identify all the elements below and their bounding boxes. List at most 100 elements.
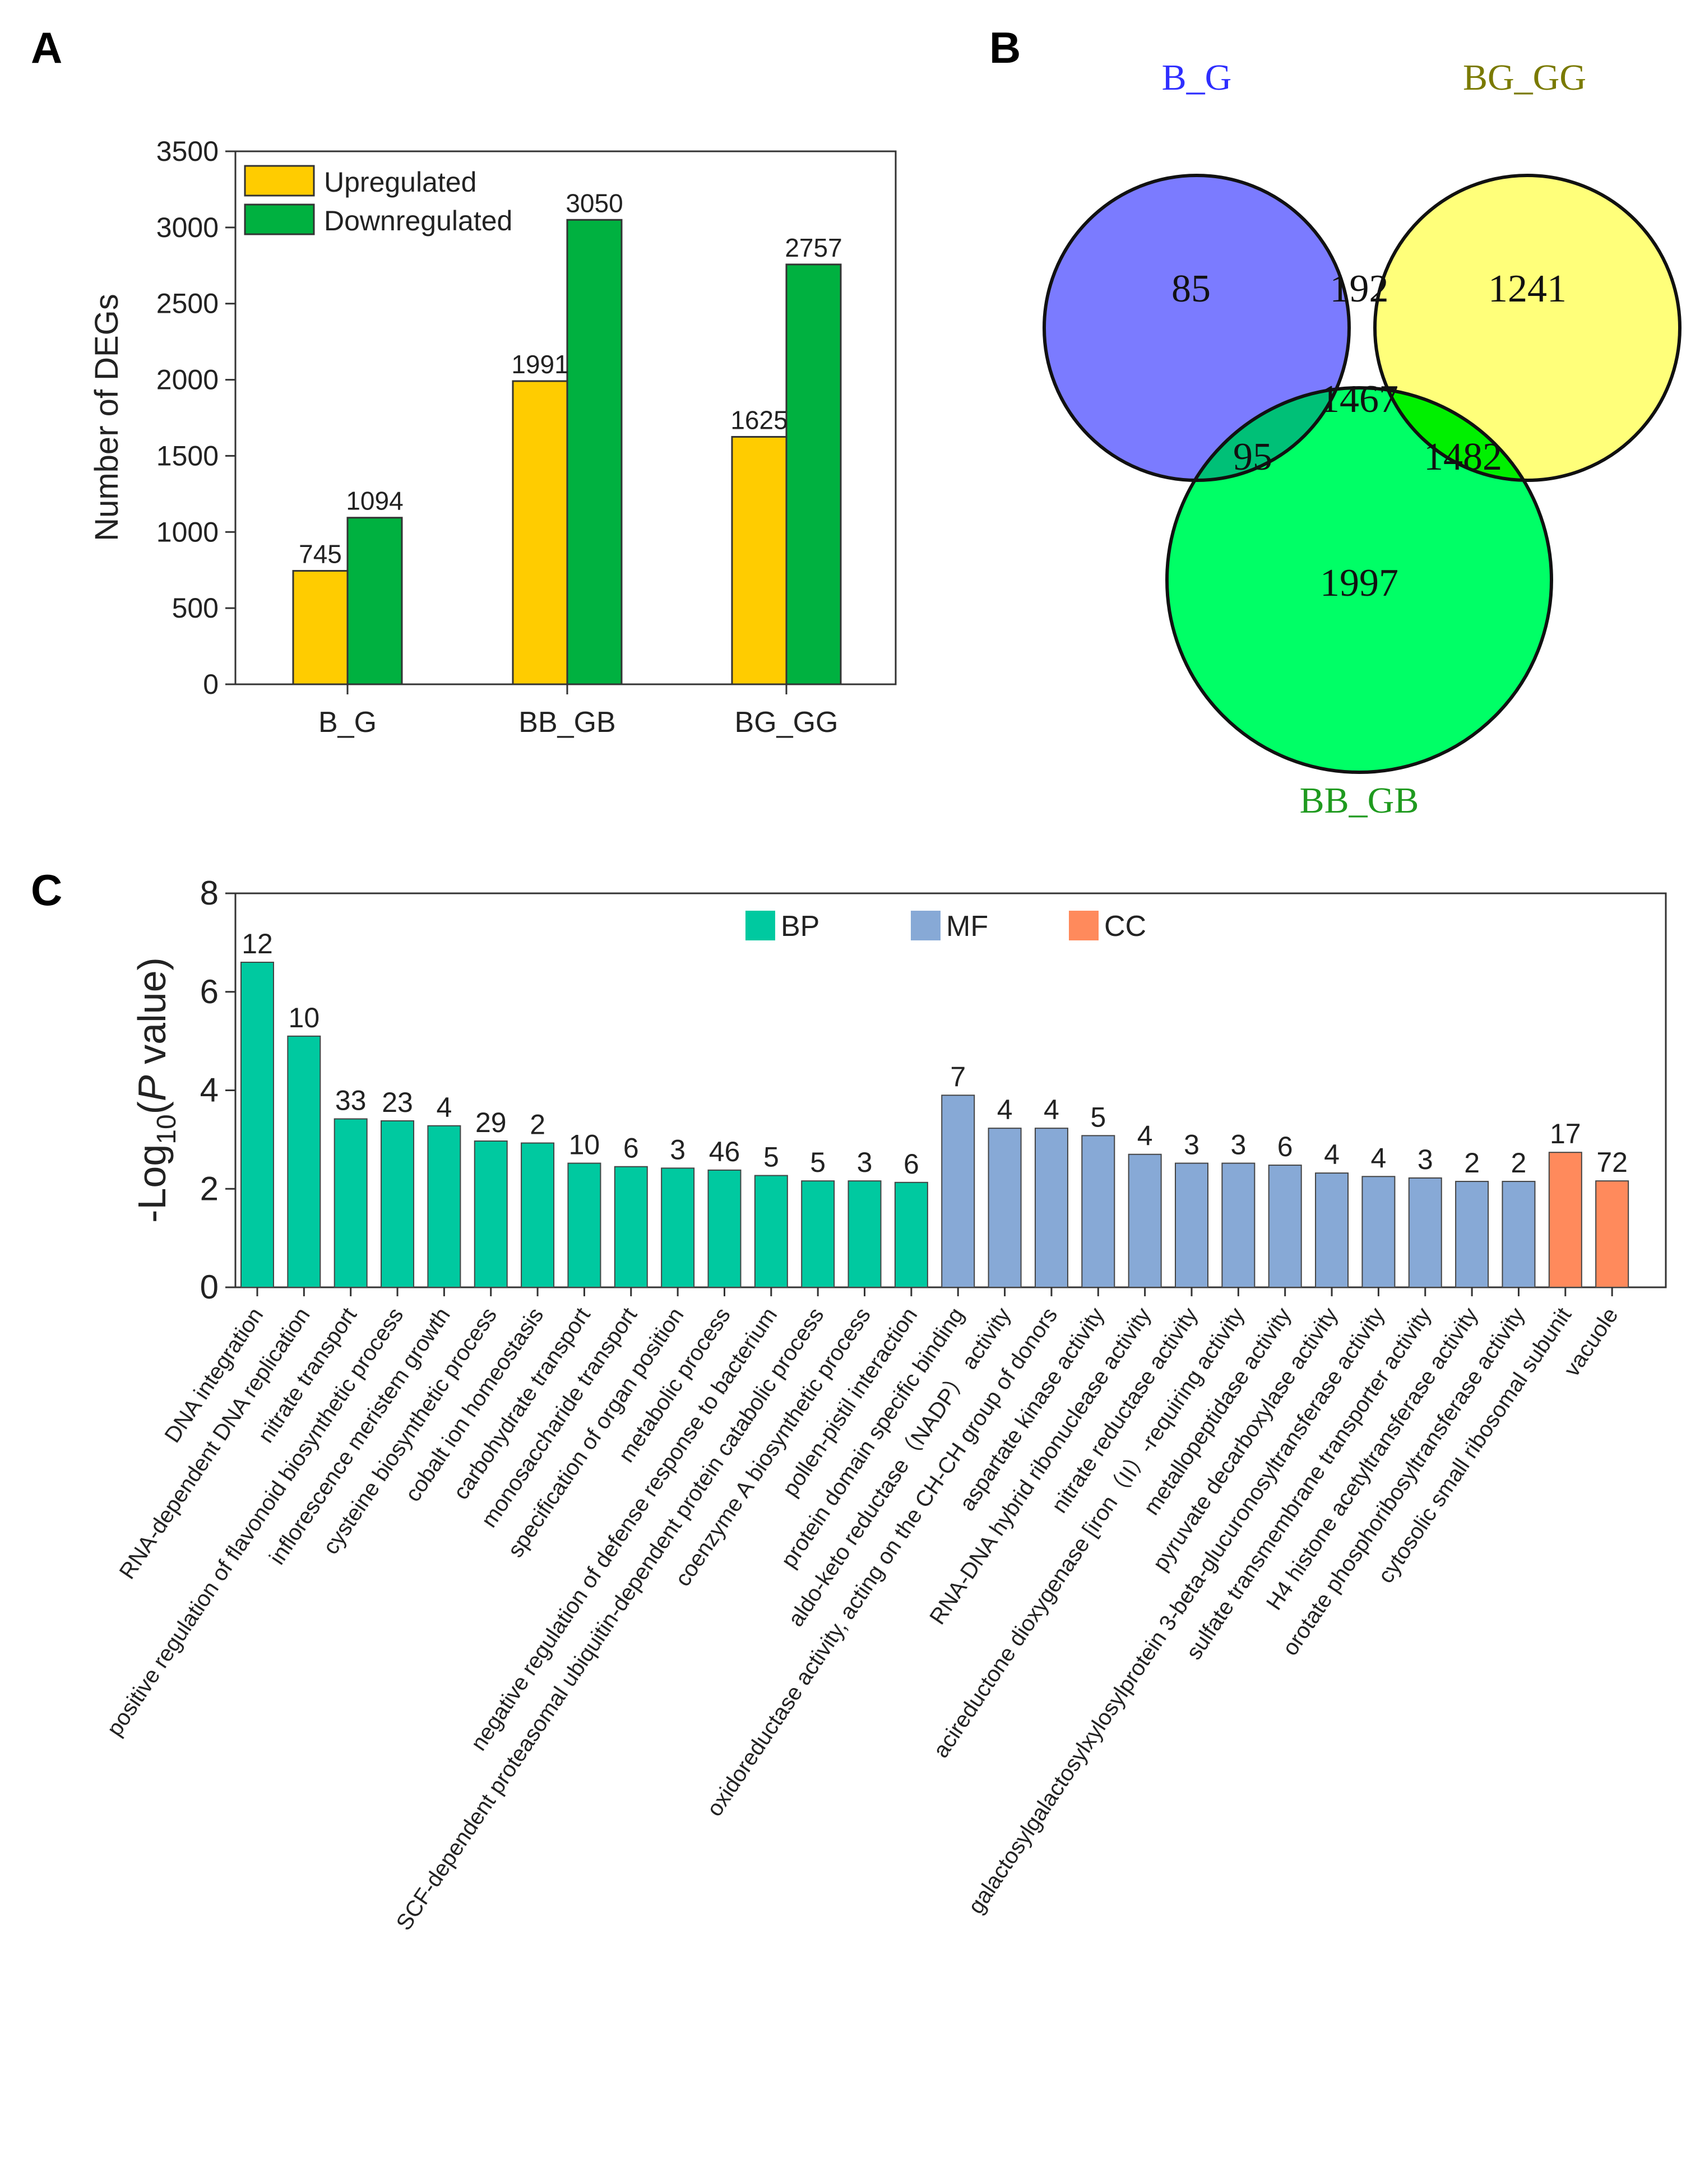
legend-label-cc: CC [1104, 910, 1146, 943]
legend-label-upregulated: Upregulated [324, 166, 476, 198]
venn-set-label-bg: B_G [1162, 57, 1232, 98]
chart-c-ytick-label: 8 [200, 874, 219, 912]
go-bar-bp [707, 1169, 742, 1288]
go-bar-cc [1595, 1180, 1629, 1288]
legend-swatch-upregulated [244, 165, 315, 197]
chart-c-ytick-label: 2 [200, 1170, 219, 1207]
legend-swatch-cc [1069, 911, 1099, 940]
go-count-label: 2 [530, 1109, 545, 1140]
venn-set-label-bggg: BG_GG [1463, 57, 1586, 98]
chart-c-ylabel: -Log10(P value) [130, 957, 182, 1223]
chart-a-ytick-label: 3500 [156, 136, 219, 167]
go-count-label: 4 [1137, 1120, 1153, 1152]
go-bar-bp [427, 1125, 461, 1288]
venn-set-label-bbgb: BB_GB [1300, 780, 1419, 821]
go-count-label: 3 [670, 1134, 685, 1165]
legend-swatch-downregulated [244, 203, 315, 235]
go-bar-mf [1455, 1181, 1489, 1288]
chart-c-ytick-label: 4 [200, 1072, 219, 1109]
chart-a-category-label: BG_GG [735, 706, 839, 739]
go-count-label: 3 [1184, 1129, 1199, 1161]
bar-downregulated-bg_gg [785, 263, 842, 685]
go-count-label: 5 [763, 1142, 779, 1173]
go-count-label: 4 [436, 1092, 452, 1123]
go-count-label: 4 [1324, 1139, 1340, 1170]
chart-a-value-label: 3050 [566, 188, 623, 217]
chart-a-category-label: B_G [318, 706, 377, 739]
chart-a-ytick-label: 1000 [156, 516, 219, 548]
ylabel-open: ( [130, 1101, 174, 1114]
venn-count-all: 1467 [1320, 378, 1398, 421]
go-bar-mf [1221, 1162, 1256, 1288]
legend-swatch-mf [911, 911, 941, 940]
venn-count-bggg-bbgb: 1482 [1424, 435, 1502, 479]
venn-count-bggg-only: 1241 [1488, 267, 1567, 310]
chart-a-value-label: 745 [299, 540, 342, 569]
ylabel-subscript: 10 [152, 1114, 182, 1144]
go-bar-bp [754, 1175, 788, 1288]
chart-a-ytick-label: 2500 [156, 288, 219, 319]
legend-label-mf: MF [946, 910, 988, 943]
venn-outline-bggg [1373, 174, 1682, 482]
go-bar-bp [567, 1162, 601, 1288]
go-count-label: 33 [335, 1084, 367, 1116]
chart-a-ytick-label: 1500 [156, 440, 219, 471]
chart-a-ylabel: Number of DEGs [89, 294, 125, 541]
chart-a-value-label: 1625 [730, 405, 788, 434]
go-bar-bp [287, 1035, 321, 1288]
go-count-label: 3 [1230, 1129, 1246, 1161]
panel-label-c: C [31, 865, 62, 915]
venn-diagram: B_G BG_GG BB_GB 85 192 1241 1467 95 1482… [1043, 57, 1682, 821]
chart-a-ytick-label: 2000 [156, 364, 219, 396]
go-count-label: 4 [1044, 1094, 1059, 1125]
chart-c-ytick-label: 6 [200, 973, 219, 1010]
chart-a-legend: Upregulated Downregulated [244, 165, 512, 237]
chart-c-legend: BP MF CC [745, 910, 1146, 943]
go-count-label: 3 [857, 1147, 873, 1178]
bar-downregulated-bb_gb [566, 219, 623, 685]
go-count-label: 6 [1277, 1131, 1293, 1162]
ylabel-italic: P [130, 1075, 174, 1101]
go-bar-bp [474, 1140, 508, 1288]
go-count-label: 3 [1418, 1144, 1433, 1175]
venn-outline-bbgb [1165, 386, 1553, 774]
ylabel-rest: value) [130, 957, 174, 1075]
go-bar-mf [1128, 1153, 1162, 1288]
go-count-label: 7 [950, 1061, 966, 1092]
go-bar-bp [381, 1120, 415, 1288]
venn-count-bg-bbgb: 95 [1233, 435, 1272, 479]
go-bar-bp [801, 1180, 835, 1288]
go-count-label: 6 [904, 1148, 919, 1180]
bar-upregulated-bb_gb [512, 380, 568, 685]
go-bar-bp [661, 1167, 695, 1288]
venn-count-bg-only: 85 [1171, 267, 1211, 310]
go-count-label: 10 [289, 1002, 320, 1033]
go-count-label: 4 [1370, 1142, 1386, 1174]
legend-label-bp: BP [781, 910, 819, 943]
go-count-label: 10 [569, 1129, 600, 1161]
chart-a-ytick-label: 500 [172, 592, 219, 624]
venn-circle-bg [1044, 175, 1349, 480]
venn-count-bbgb-only: 1997 [1320, 562, 1398, 605]
venn-circle-bggg [1375, 175, 1680, 480]
chart-a-category-label: BB_GB [518, 706, 615, 739]
go-count-label: 5 [1090, 1101, 1106, 1133]
panel-label-b: B [989, 23, 1021, 72]
chart-a-value-label: 1991 [511, 350, 568, 379]
go-bar-mf [1268, 1165, 1302, 1288]
go-bar-mf [1315, 1172, 1349, 1288]
legend-label-downregulated: Downregulated [324, 205, 512, 237]
chart-a-ytick-label: 0 [203, 669, 219, 700]
go-bar-mf [941, 1095, 975, 1288]
chart-a-ytick-label: 3000 [156, 212, 219, 243]
go-bar-mf [1502, 1181, 1536, 1288]
bar-downregulated-b_g [346, 517, 403, 685]
venn-circle-bbgb [1167, 388, 1551, 772]
legend-swatch-bp [745, 911, 775, 940]
venn-count-bg-bggg: 192 [1330, 267, 1389, 310]
go-count-label: 72 [1596, 1147, 1628, 1178]
go-count-label: 6 [623, 1133, 639, 1164]
